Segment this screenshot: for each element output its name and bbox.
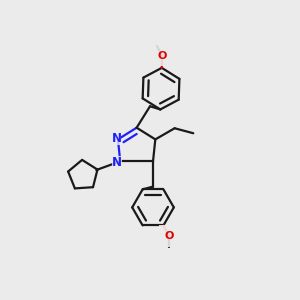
Text: N: N xyxy=(112,156,122,169)
Text: N: N xyxy=(111,132,122,145)
Text: O: O xyxy=(165,231,174,241)
Text: O: O xyxy=(158,51,167,61)
